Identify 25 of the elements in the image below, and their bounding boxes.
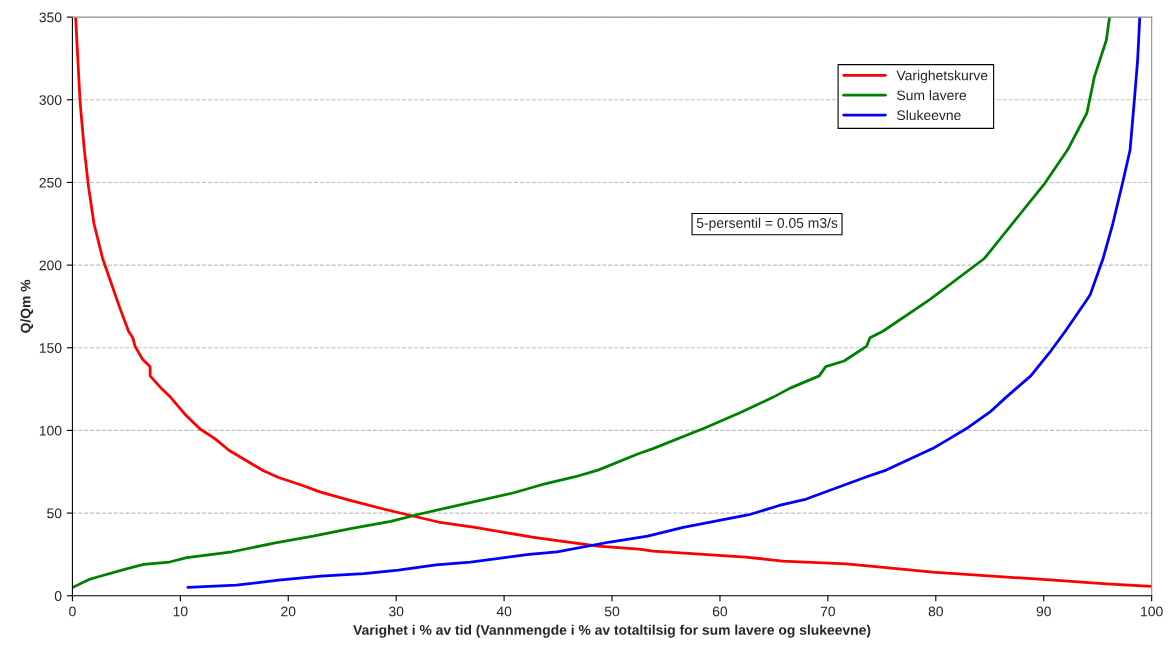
x-tick-label: 80	[928, 606, 943, 617]
x-tick-label: 20	[281, 606, 296, 617]
y-tick-label: 350	[39, 12, 62, 23]
x-tick-label: 10	[173, 606, 188, 617]
y-tick-label: 0	[54, 591, 62, 601]
x-tick-label: 90	[1036, 606, 1051, 617]
y-tick-label: 150	[39, 343, 62, 353]
y-tick-label: 300	[39, 95, 62, 105]
y-tick-label: 200	[39, 260, 62, 271]
annotation: 5-persentil = 0.05 m3/s	[696, 217, 838, 231]
y-tick-label: 250	[39, 177, 62, 188]
x-tick-label: 100	[1141, 606, 1163, 617]
legend-label: Slukeevne	[897, 109, 961, 121]
x-tick-label: 70	[820, 606, 836, 617]
x-tick-label: 60	[712, 606, 728, 617]
y-axis-title: Q/Qm %	[20, 279, 34, 333]
x-tick-label: 0	[69, 606, 76, 617]
y-tick-label: 50	[47, 508, 62, 519]
x-tick-label: 30	[388, 606, 404, 617]
x-tick-label: 40	[496, 606, 512, 617]
legend-label: Varighetskurve	[896, 70, 988, 84]
x-axis-title: Varighet i % av tid (Vannmengde i % av totaltilsig for sum lavere og slukeevne)	[353, 624, 871, 638]
y-tick-label: 100	[39, 425, 62, 436]
legend-label: Sum lavere	[897, 90, 967, 101]
x-tick-label: 50	[604, 606, 620, 617]
